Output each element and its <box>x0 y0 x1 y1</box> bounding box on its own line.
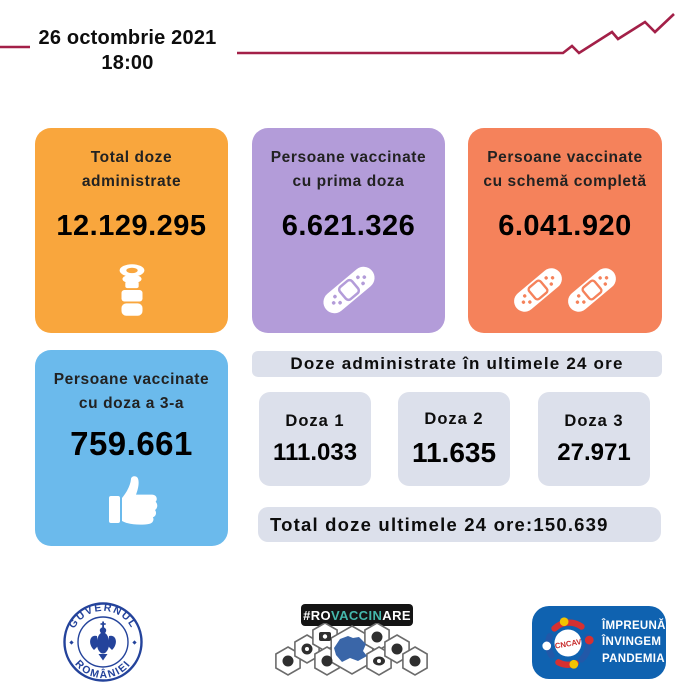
dose2-box: Doza 2 11.635 <box>398 392 510 486</box>
double-bandage-icon <box>500 259 630 319</box>
dose3-label: Doza 3 <box>564 411 624 430</box>
cncav-slogan-line3: PANDEMIA <box>602 652 665 665</box>
trend-line-graphic <box>0 13 675 55</box>
card-full-scheme: Persoane vaccinate cu schemă completă 6.… <box>468 128 662 333</box>
eagle-emblem <box>69 621 137 661</box>
card-full-title: Persoane vaccinate cu schemă completă <box>483 149 647 191</box>
seal-bottom-text: ROMÂNIEI <box>72 658 131 681</box>
government-of-romania-seal: GUVERNUL ROMÂNIEI <box>63 602 143 682</box>
vial-icon <box>111 259 153 319</box>
dose2-value: 11.635 <box>411 436 497 468</box>
hexagon-icons <box>275 623 428 676</box>
dose3-box: Doza 3 27.971 <box>538 392 650 486</box>
card-total-title: Total doze administrate <box>81 149 182 191</box>
cncav-slogan-line2: ÎNVINGEM <box>602 636 662 649</box>
bandage-icon <box>312 259 386 319</box>
last24-title: Doze administrate în ultimele 24 ore <box>290 354 624 373</box>
card-total-doses: Total doze administrate 12.129.295 <box>35 128 228 333</box>
svg-text:ROMÂNIEI: ROMÂNIEI <box>72 658 133 681</box>
report-date: 26 octombrie 2021 <box>38 27 217 49</box>
dose1-label: Doza 1 <box>285 411 345 430</box>
card-third-dose: Persoane vaccinate cu doza a 3-a 759.661 <box>35 350 228 546</box>
last24-total-value: 150.639 <box>533 513 609 535</box>
cncav-logo: CNCAV ÎMPREUNĂ ÎNVINGEM PANDEMIA <box>532 606 666 679</box>
card-first-value: 6.621.326 <box>281 210 416 243</box>
card-first-title: Persoane vaccinate cu prima doza <box>270 149 427 191</box>
cncav-slogan-line1: ÎMPREUNĂ <box>602 620 666 633</box>
dose3-value: 27.971 <box>557 438 631 466</box>
romania-map <box>334 636 367 662</box>
report-time: 18:00 <box>101 52 154 74</box>
dose1-box: Doza 1 111.033 <box>259 392 371 486</box>
card-full-value: 6.041.920 <box>498 210 632 243</box>
rovaccinare-logo: #RO VACCIN ARE <box>272 604 442 685</box>
last24-header-bar: Doze administrate în ultimele 24 ore <box>252 351 662 377</box>
card-total-value: 12.129.295 <box>56 210 207 243</box>
card-third-value: 759.661 <box>70 425 193 463</box>
thumbs-up-icon <box>101 472 163 532</box>
rovaccinare-prefix: #RO <box>303 607 331 623</box>
cncav-emblem: CNCAV <box>542 616 594 669</box>
rovaccinare-highlight: VACCIN <box>331 607 383 623</box>
cncav-slogan: ÎMPREUNĂ ÎNVINGEM PANDEMIA <box>602 618 666 666</box>
dose1-value: 111.033 <box>272 438 358 466</box>
card-first-dose: Persoane vaccinate cu prima doza 6.621.3… <box>252 128 445 333</box>
dose2-label: Doza 2 <box>424 409 484 428</box>
last24-total-bar: Total doze ultimele 24 ore: 150.639 <box>258 507 661 542</box>
card-third-title: Persoane vaccinate cu doza a 3-a <box>53 371 210 413</box>
rovaccinare-hashtag: #RO VACCIN ARE <box>301 604 413 626</box>
last24-total-label: Total doze ultimele 24 ore: <box>270 513 534 535</box>
report-datetime: 26 octombrie 2021 18:00 <box>30 26 225 76</box>
rovaccinare-suffix: ARE <box>382 607 411 623</box>
